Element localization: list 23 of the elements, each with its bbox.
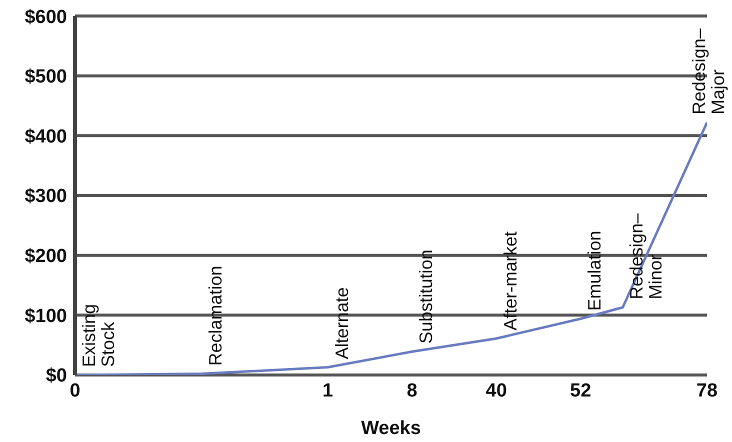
y-tick-label: $400: [24, 126, 67, 148]
y-tick-label: $0: [46, 366, 67, 387]
x-tick-label: 78: [696, 380, 718, 402]
annotation: Redesign–Major: [689, 28, 728, 115]
y-tick-label: $300: [24, 186, 67, 208]
y-tick-label: $600: [24, 6, 67, 28]
y-tick-label: $100: [24, 306, 67, 327]
annotation: After-market: [500, 231, 520, 330]
line-series: [75, 121, 707, 375]
y-tick-label: $200: [24, 246, 67, 268]
annotation: Redesign–Minor: [626, 213, 666, 300]
annotation: Alternate: [332, 287, 352, 360]
annotation: Existing Stock: [79, 304, 118, 367]
x-tick-label: 40: [486, 380, 507, 402]
x-tick-label: 0: [70, 380, 80, 402]
annotation: Substitution: [416, 250, 436, 344]
x-tick-label: 52: [570, 380, 592, 402]
y-tick-label: $500: [24, 66, 67, 88]
annotation: Reclamation: [205, 266, 226, 366]
x-tick-label: 1: [322, 380, 334, 402]
x-axis-title: Weeks: [361, 418, 421, 439]
annotation: Emulation: [584, 230, 605, 311]
x-tick-label: 8: [406, 380, 418, 402]
